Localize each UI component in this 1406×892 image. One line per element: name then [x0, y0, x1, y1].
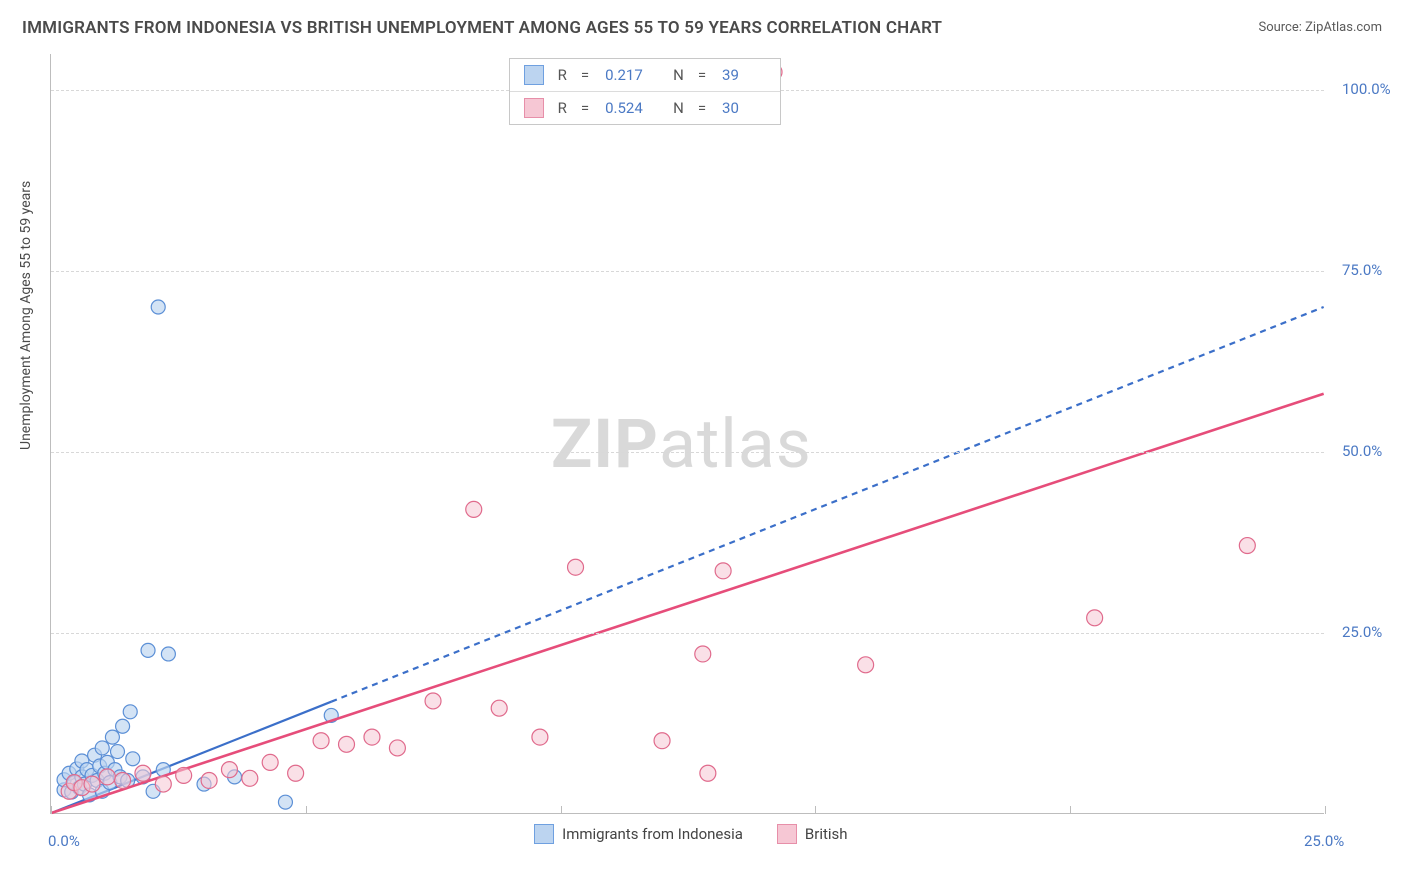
data-point	[99, 769, 115, 785]
y-axis-label: Unemployment Among Ages 55 to 59 years	[18, 181, 34, 450]
stat-R-label: R	[558, 99, 567, 117]
y-tick-label: 100.0%	[1342, 80, 1391, 98]
gridline-h	[51, 452, 1324, 453]
legend-swatch	[777, 824, 797, 844]
data-point	[858, 657, 874, 673]
data-point	[389, 740, 405, 756]
y-tick-label: 25.0%	[1342, 623, 1382, 641]
data-point	[313, 733, 329, 749]
data-point	[141, 643, 155, 657]
legend-swatch	[534, 824, 554, 844]
data-point	[105, 730, 119, 744]
gridline-h	[51, 271, 1324, 272]
data-point	[201, 772, 217, 788]
plot-area: ZIPatlas	[50, 54, 1324, 814]
source-label: Source:	[1258, 20, 1305, 35]
series-legend: Immigrants from Indonesia British	[534, 824, 847, 844]
data-point	[123, 705, 137, 719]
series-legend-item: British	[777, 824, 848, 844]
stat-R-value: 0.524	[605, 99, 649, 117]
legend-swatch	[524, 98, 544, 118]
data-point	[532, 729, 548, 745]
source-link[interactable]: ZipAtlas.com	[1305, 20, 1382, 35]
data-point	[1239, 538, 1255, 554]
stat-R-label: R	[558, 66, 567, 84]
data-point	[95, 741, 109, 755]
data-point	[126, 752, 140, 766]
x-tick	[1070, 806, 1071, 814]
x-tick	[1325, 806, 1326, 814]
data-point	[161, 647, 175, 661]
stat-N-label: N	[673, 66, 684, 84]
data-point	[491, 700, 507, 716]
stats-legend-row: R=0.217N=39	[510, 59, 780, 91]
data-point	[115, 772, 131, 788]
x-tick-label-min: 0.0%	[48, 832, 80, 850]
gridline-h	[51, 633, 1324, 634]
series-legend-label: British	[805, 825, 848, 843]
data-point	[695, 646, 711, 662]
series-legend-label: Immigrants from Indonesia	[562, 825, 743, 843]
data-point	[654, 733, 670, 749]
data-point	[715, 563, 731, 579]
y-tick-label: 50.0%	[1342, 442, 1382, 460]
data-point	[151, 300, 165, 314]
data-point	[278, 795, 292, 809]
data-point	[84, 776, 100, 792]
data-point	[364, 729, 380, 745]
stat-N-value: 30	[722, 99, 766, 117]
stat-N-value: 39	[722, 66, 766, 84]
data-point	[262, 754, 278, 770]
trend-line-solid	[51, 394, 1323, 813]
stats-legend: R=0.217N=39R=0.524N=30	[509, 58, 781, 125]
x-tick	[51, 806, 52, 814]
chart-title: IMMIGRANTS FROM INDONESIA VS BRITISH UNE…	[22, 18, 942, 38]
data-point	[425, 693, 441, 709]
data-point	[339, 736, 355, 752]
data-point	[135, 765, 151, 781]
data-point	[700, 765, 716, 781]
stat-N-label: N	[673, 99, 684, 117]
legend-swatch	[524, 65, 544, 85]
data-point	[176, 767, 192, 783]
data-point	[116, 719, 130, 733]
chart-source: Source: ZipAtlas.com	[1258, 20, 1382, 35]
data-point	[466, 501, 482, 517]
x-tick	[561, 806, 562, 814]
x-tick	[815, 806, 816, 814]
data-point	[288, 765, 304, 781]
data-point	[1087, 610, 1103, 626]
x-tick	[306, 806, 307, 814]
data-point	[155, 776, 171, 792]
data-point	[111, 745, 125, 759]
data-point	[242, 770, 258, 786]
stats-legend-row: R=0.524N=30	[510, 91, 780, 124]
x-tick-label-max: 25.0%	[1304, 832, 1344, 850]
stat-R-value: 0.217	[605, 66, 649, 84]
data-point	[221, 762, 237, 778]
y-tick-label: 75.0%	[1342, 261, 1382, 279]
chart-svg	[51, 54, 1324, 813]
chart-container: IMMIGRANTS FROM INDONESIA VS BRITISH UNE…	[0, 0, 1406, 892]
data-point	[568, 559, 584, 575]
series-legend-item: Immigrants from Indonesia	[534, 824, 743, 844]
